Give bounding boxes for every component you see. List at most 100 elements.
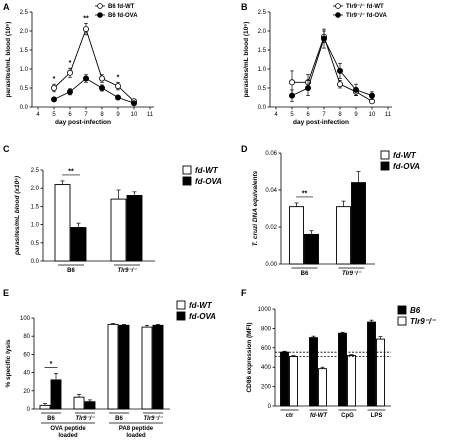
legend-swatch-f-1: [397, 316, 407, 326]
group-caption-e: loaded: [58, 433, 78, 439]
group-label-c: B6: [67, 268, 75, 274]
y-tick-label-c: 0.0: [31, 259, 40, 265]
data-point-a-1: [115, 94, 122, 101]
significance-d: **: [302, 190, 308, 197]
y-tick-label-f: 600: [261, 346, 272, 352]
data-point-a-1: [67, 88, 74, 95]
bar-f-3-0: [367, 321, 376, 407]
bar-e-0-0: [39, 404, 51, 410]
panel-label-e: E: [3, 288, 9, 298]
legend-label-c-0: fd-WT: [195, 166, 219, 175]
bar-d-0-1: [304, 233, 319, 265]
significance-a: *: [117, 74, 120, 81]
legend-label-f-1: Tlr9⁻/⁻: [410, 317, 436, 326]
y-tick-label-d: 0.02: [265, 225, 277, 231]
x-tick-label-b: 10: [369, 112, 376, 118]
legend-swatch-e-0: [176, 300, 186, 310]
data-point-a-1: [130, 100, 137, 107]
data-point-b-1: [288, 92, 295, 99]
bar-f-2-1: [347, 355, 356, 407]
y-tick-label-e: 60: [23, 352, 30, 358]
data-point-a-0: [83, 26, 90, 33]
y-tick-label-a: 1.0: [20, 67, 29, 73]
group-label-e: Tlr9⁻/⁻: [143, 416, 163, 422]
data-point-b-0: [288, 79, 295, 86]
group-label-e: B6: [47, 416, 55, 422]
significance-a: *: [53, 76, 56, 83]
y-tick-label-d: 0.04: [265, 188, 277, 194]
bar-f-0-1: [289, 356, 298, 407]
data-point-b-1: [368, 92, 375, 99]
y-axis-title-d: T. cruzi DNA equivalents: [252, 170, 259, 246]
significance-e: *: [50, 361, 53, 368]
series-line-a-1: [53, 77, 135, 104]
legend-swatch-c-1: [182, 176, 192, 186]
bar-c-1-0: [110, 198, 127, 262]
bar-f-1-1: [318, 368, 327, 407]
x-tick-label-b: 9: [354, 112, 358, 118]
data-point-a-1: [83, 75, 90, 82]
bar-e-1-1: [84, 401, 96, 410]
y-tick-label-b: 2.5: [258, 10, 267, 16]
x-tick-label-b: 7: [322, 112, 326, 118]
y-tick-label-c: 2.5: [31, 168, 40, 174]
legend-label-d-0: fd-WT: [393, 151, 417, 160]
y-tick-label-e: 80: [23, 334, 30, 340]
y-tick-label-c: 2.0: [31, 186, 40, 192]
legend-label-b-0: Tlr9⁻/⁻ fd-WT: [346, 4, 384, 10]
y-tick-label-b: 0.5: [258, 86, 267, 92]
legend-label-f-0: B6: [410, 306, 421, 315]
y-tick-label-b: 0.0: [258, 105, 267, 111]
group-caption-e: loaded: [126, 433, 146, 439]
y-tick-label-a: 2.5: [20, 10, 29, 16]
series-line-a-0: [53, 27, 135, 102]
bar-f-2-0: [338, 332, 347, 407]
y-tick-label-e: 40: [23, 371, 30, 377]
legend-marker-a-1: [97, 12, 103, 18]
bar-f-0-0: [280, 351, 289, 407]
legend-marker-a-0: [97, 3, 103, 9]
y-tick-label-b: 1.5: [258, 48, 267, 54]
x-tick-label-a: 7: [84, 112, 88, 118]
panel-label-f: F: [241, 288, 247, 298]
group-label-e: B6: [115, 416, 123, 422]
x-axis-title-a: day post-infection: [55, 119, 111, 126]
bar-e-3-1: [152, 324, 164, 410]
data-point-a-0: [67, 69, 74, 76]
group-caption-e: PA8 peptide: [119, 426, 154, 432]
legend-label-d-1: fd-OVA: [393, 162, 420, 171]
data-point-b-0: [336, 81, 343, 88]
x-tick-label-b: 5: [290, 112, 294, 118]
y-tick-label-d: 0.06: [265, 151, 277, 157]
series-line-b-1: [291, 37, 373, 97]
y-tick-label-d: 0.00: [265, 262, 277, 268]
panel-label-b: B: [241, 2, 248, 12]
group-label-d: B6: [301, 271, 309, 277]
legend-swatch-f-0: [397, 305, 407, 315]
group-label-f: fd-WT: [310, 413, 328, 419]
y-axis-title-e: % specific lysis: [5, 339, 12, 387]
x-tick-label-a: 9: [116, 112, 120, 118]
y-axis-title-f: CD86 expression (MFI): [246, 322, 253, 392]
bar-d-1-0: [336, 206, 351, 265]
legend-label-a-1: B6 fd-OVA: [108, 13, 138, 19]
x-tick-label-b: 6: [306, 112, 310, 118]
y-tick-label-f: 400: [261, 365, 272, 371]
y-tick-label-a: 0.5: [20, 86, 29, 92]
panel-label-a: A: [3, 2, 10, 12]
legend-swatch-d-0: [380, 150, 390, 160]
data-point-a-0: [99, 75, 106, 82]
data-point-b-1: [352, 86, 359, 93]
y-tick-label-f: 200: [261, 385, 272, 391]
legend-label-a-0: B6 fd-WT: [108, 4, 135, 10]
y-tick-label-c: 1.5: [31, 204, 40, 210]
bar-c-0-0: [54, 184, 71, 262]
legend-label-c-1: fd-OVA: [195, 177, 222, 186]
bar-e-0-1: [50, 379, 62, 410]
bar-e-1-0: [73, 396, 85, 410]
panel-label-d: D: [241, 144, 248, 154]
legend-marker-b-1: [335, 12, 341, 18]
bar-e-2-1: [118, 324, 130, 410]
data-point-a-0: [115, 83, 122, 90]
x-tick-label-b: 4: [274, 112, 278, 118]
